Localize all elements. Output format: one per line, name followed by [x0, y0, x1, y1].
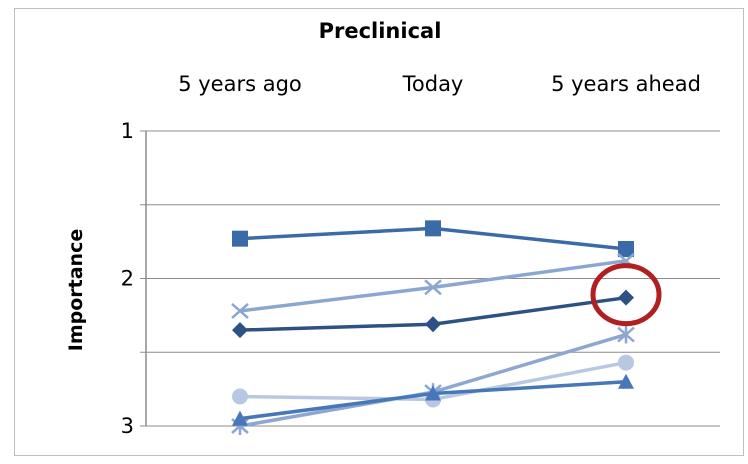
- data-point-square: [425, 220, 441, 237]
- highlight-circle: [590, 263, 662, 327]
- series-diamond: [232, 289, 634, 339]
- series-x: [231, 252, 635, 319]
- category-label: 5 years ago: [178, 72, 302, 96]
- gridlines: [140, 130, 720, 427]
- y-tick-labels: 1 2 3: [121, 119, 134, 438]
- annotation-group: [590, 263, 662, 327]
- data-point-x: [231, 303, 249, 319]
- data-point-circle: [618, 354, 634, 371]
- data-point-square: [232, 230, 248, 247]
- series-square: [232, 220, 634, 257]
- data-point-triangle: [232, 410, 248, 426]
- y-axis-label: Importance: [65, 229, 87, 351]
- data-point-star: [617, 325, 635, 344]
- data-point-circle: [232, 388, 248, 405]
- category-label: 5 years ahead: [551, 72, 701, 96]
- y-tick-label: 2: [121, 267, 134, 291]
- chart-title: Preclinical: [319, 19, 442, 43]
- data-point-triangle: [425, 385, 441, 401]
- category-labels: 5 years ago Today 5 years ahead: [178, 72, 701, 96]
- category-label: Today: [402, 72, 464, 96]
- data-point-diamond: [425, 316, 441, 333]
- series-star: [231, 325, 635, 435]
- y-tick-label: 3: [121, 414, 134, 438]
- data-point-diamond: [232, 322, 248, 339]
- series-triangle: [232, 373, 634, 426]
- data-point-square: [618, 241, 634, 257]
- data-point-diamond: [618, 289, 634, 306]
- y-tick-label: 1: [121, 119, 134, 143]
- data-point-triangle: [618, 373, 634, 389]
- series-group: [231, 220, 635, 435]
- data-point-x: [424, 279, 442, 296]
